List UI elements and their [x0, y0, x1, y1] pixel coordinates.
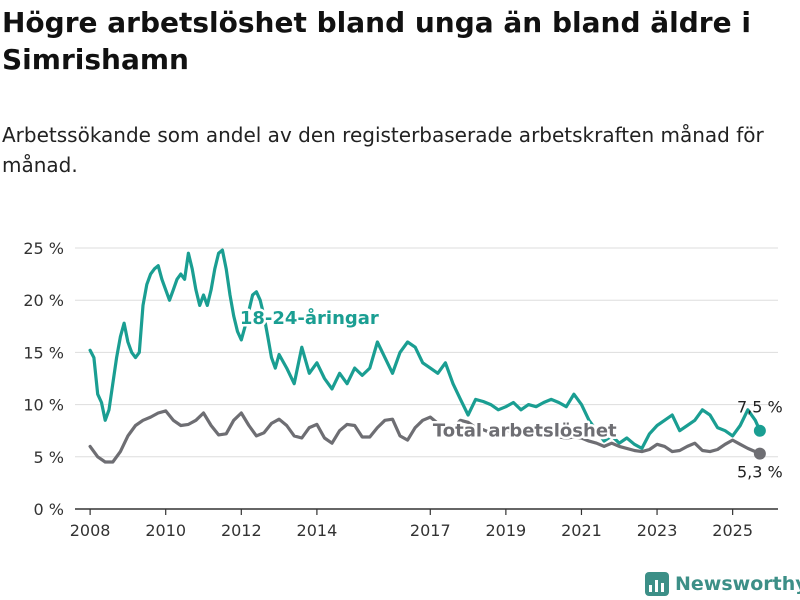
x-tick-label: 2014: [297, 521, 338, 540]
bar-chart-logo-icon: [645, 572, 669, 596]
y-axis-tick-labels: 0 % 5 % 10 % 15 % 20 % 25 %: [23, 239, 64, 519]
series-end-point: [753, 447, 766, 460]
series-end-label: 5,3 %: [737, 463, 783, 482]
series-end-label: 7,5 %: [737, 398, 783, 417]
x-tick-label: 2021: [561, 521, 602, 540]
chart-title: Högre arbetslöshet bland unga än bland ä…: [2, 6, 751, 76]
y-tick-label: 10 %: [23, 396, 64, 415]
series-end-point: [753, 424, 766, 437]
x-tick-label: 2023: [637, 521, 678, 540]
y-tick-label: 15 %: [23, 343, 64, 362]
brand-name: Newsworthy: [675, 573, 800, 595]
y-tick-label: 20 %: [23, 291, 64, 310]
x-tick-label: 2017: [410, 521, 451, 540]
series-name-label: 18-24-åringar: [240, 307, 379, 329]
series-line-total: [88, 409, 762, 464]
x-tick-label: 2012: [221, 521, 262, 540]
series-lines: [88, 248, 766, 464]
y-tick-label: 25 %: [23, 239, 64, 258]
series-name-label: Total arbetslöshet: [433, 421, 617, 442]
x-tick-label: 2008: [70, 521, 111, 540]
chart-subtitle: Arbetssökande som andel av den registerb…: [2, 123, 764, 177]
y-tick-label: 5 %: [34, 448, 64, 467]
x-axis-ticks: 2008 2010 2012 2014 2017 2019 2021 2023 2025: [70, 509, 753, 540]
series-line-youth: [88, 248, 762, 450]
x-tick-label: 2025: [712, 521, 753, 540]
series-labels: 7,5 % 5,3 % 18-24-åringar Total arbetslöshe…: [237, 304, 783, 482]
x-tick-label: 2019: [486, 521, 527, 540]
line-chart: 0 %5 %10 %15 %20 %25 % 2008 2010 2012 2014 2…: [23, 239, 783, 540]
x-tick-label: 2010: [145, 521, 186, 540]
brand-logo: Newsworthy: [645, 570, 800, 598]
y-tick-label: 0 %: [34, 500, 64, 519]
grid-lines: [75, 247, 778, 510]
